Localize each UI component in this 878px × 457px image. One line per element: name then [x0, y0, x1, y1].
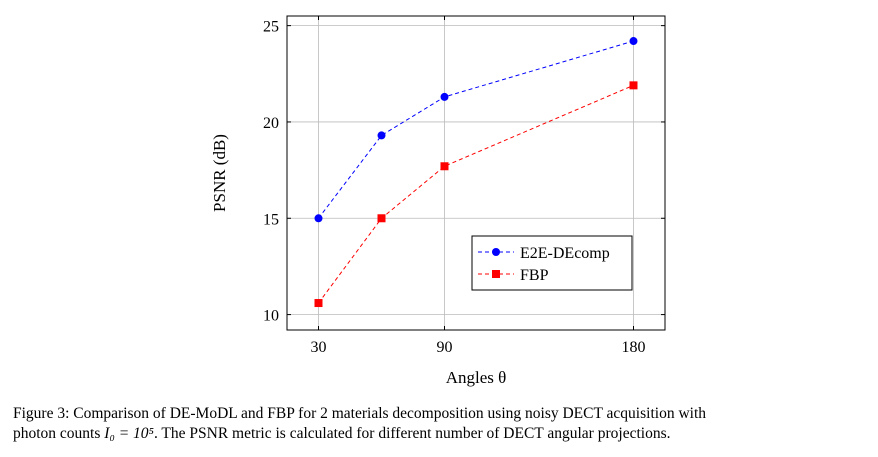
data-point	[492, 248, 500, 256]
data-point	[314, 214, 323, 223]
psnr-chart: 30 90 180 10 15 20 25 E2E-DEcomp FBP Angles θ P…	[210, 15, 666, 387]
data-point	[492, 270, 500, 278]
legend: E2E-DEcomp FBP	[471, 235, 633, 291]
y-tick-label: 15	[263, 211, 279, 228]
data-point	[377, 131, 386, 140]
x-axis-label: Angles θ	[446, 368, 507, 387]
legend-box	[471, 235, 633, 291]
data-point	[377, 214, 386, 223]
figure-caption: Figure 3: Comparison of DE-MoDL and FBP …	[13, 404, 873, 444]
y-tick-label: 20	[263, 115, 279, 132]
x-tick-label: 180	[622, 339, 646, 356]
legend-label: E2E-DEcomp	[520, 245, 610, 262]
y-axis-label: PSNR (dB)	[210, 134, 229, 212]
caption-line2-post: . The PSNR metric is calculated for diff…	[153, 425, 671, 442]
data-point	[314, 299, 323, 308]
caption-line2-pre: photon counts	[13, 425, 105, 442]
series-line-fbp	[318, 84, 634, 304]
y-tick-label: 25	[263, 19, 279, 36]
data-point	[629, 81, 638, 90]
plot-frame	[286, 15, 666, 331]
data-point	[629, 37, 638, 46]
x-tick-label: 90	[437, 339, 453, 356]
data-point	[440, 92, 449, 101]
data-point	[440, 162, 449, 171]
x-tick-label: 30	[311, 339, 327, 356]
series-line-e2e-decomp	[318, 40, 634, 219]
caption-line1: Figure 3: Comparison of DE-MoDL and FBP …	[13, 405, 706, 422]
legend-label: FBP	[520, 267, 549, 284]
caption-math: I₀ = 10⁵	[104, 425, 154, 442]
y-tick-label: 10	[263, 308, 279, 325]
